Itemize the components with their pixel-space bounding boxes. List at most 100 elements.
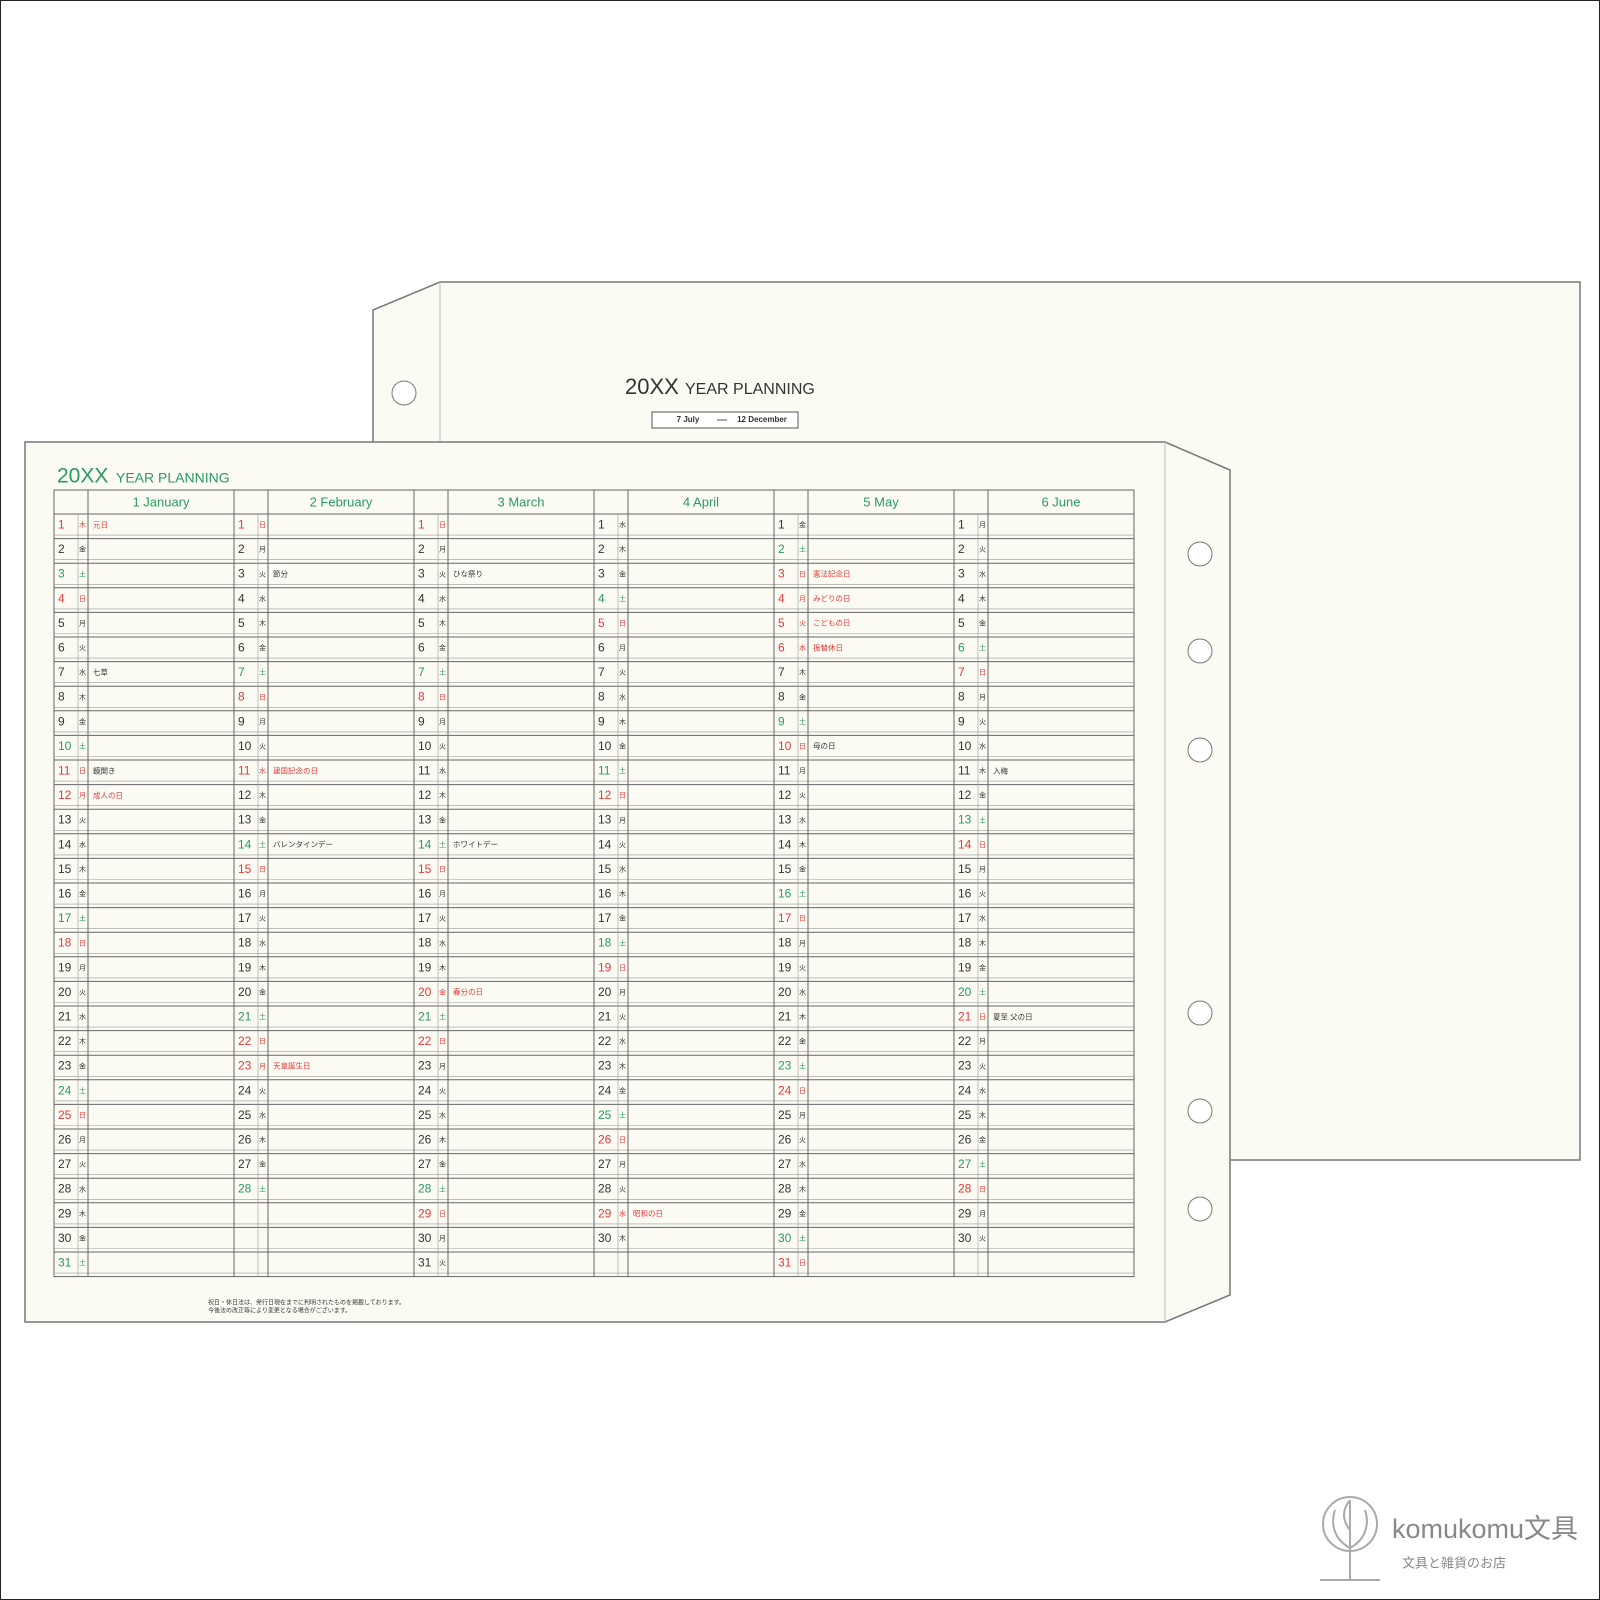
weekday: 月 [619,989,626,997]
day-number: 1 [958,517,965,531]
weekday: 火 [979,1235,986,1243]
weekday: 水 [619,1037,626,1046]
day-number: 27 [418,1157,432,1171]
day-note: 元日 [93,520,108,529]
day-number: 18 [238,936,252,950]
weekday: 日 [619,1136,626,1144]
weekday: 土 [619,1111,626,1120]
day-note: 夏至 父の日 [993,1012,1033,1021]
day-number: 26 [598,1132,612,1146]
weekday: 木 [979,1111,986,1120]
weekday: 水 [439,938,446,947]
weekday: 火 [439,1087,446,1095]
day-note: 憲法記念日 [813,568,851,578]
day-number: 25 [958,1108,972,1122]
day-number: 14 [418,837,432,851]
day-number: 3 [418,567,425,581]
weekday: 木 [979,938,986,947]
day-number: 30 [598,1231,612,1245]
day-number: 29 [598,1206,612,1220]
weekday: 日 [79,767,86,775]
weekday: 土 [979,643,986,652]
weekday: 水 [979,742,986,751]
weekday: 日 [979,1013,986,1021]
weekday: 月 [619,816,626,824]
day-number: 12 [778,788,792,802]
day-number: 1 [418,517,425,531]
weekday: 火 [799,620,806,628]
day-number: 2 [778,542,785,556]
weekday: 日 [79,939,86,947]
day-number: 5 [778,616,785,630]
day-number: 23 [778,1059,792,1073]
weekday: 日 [799,1087,806,1095]
weekday: 木 [979,766,986,775]
day-number: 30 [58,1231,72,1245]
front-title-number: 20XX [57,465,108,488]
day-note: 入梅 [993,765,1008,775]
day-number: 31 [58,1255,72,1269]
weekday: 日 [619,964,626,972]
logo-tagline: 文具と雑貨のお店 [1402,1555,1506,1570]
weekday: 金 [979,963,986,972]
weekday: 土 [79,914,86,923]
day-number: 13 [418,813,432,827]
day-number: 5 [58,616,65,630]
weekday: 火 [979,890,986,898]
day-number: 10 [58,739,72,753]
weekday: 水 [439,766,446,775]
day-note: 七草 [93,667,108,677]
logo-name: komukomu文具 [1392,1514,1578,1544]
weekday: 日 [439,521,446,529]
weekday: 日 [799,915,806,923]
day-number: 21 [58,1009,72,1023]
weekday: 月 [259,1062,266,1070]
weekday: 土 [439,1184,446,1193]
day-number: 3 [778,567,785,581]
day-number: 26 [58,1132,72,1146]
day-number: 28 [598,1182,612,1196]
weekday: 水 [439,1111,446,1120]
day-number: 20 [778,985,792,999]
day-number: 23 [58,1059,72,1073]
hole [1187,638,1213,664]
weekday: 月 [979,521,986,529]
weekday: 金 [259,815,266,824]
day-number: 11 [238,763,251,777]
weekday: 日 [259,866,266,874]
weekday: 金 [979,619,986,628]
day-number: 21 [238,1009,252,1023]
day-number: 3 [598,567,605,581]
day-note: バレンタインデー [273,839,333,849]
day-number: 28 [238,1182,252,1196]
weekday: 水 [79,840,86,849]
day-number: 13 [598,813,612,827]
weekday: 木 [439,791,446,800]
day-number: 17 [598,911,612,925]
day-number: 25 [778,1108,792,1122]
day-number: 3 [58,567,65,581]
day-number: 13 [778,813,792,827]
day-number: 26 [958,1132,972,1146]
weekday: 水 [799,988,806,997]
weekday: 月 [259,718,266,726]
weekday: 日 [439,1210,446,1218]
weekday: 月 [79,964,86,972]
day-number: 21 [958,1009,972,1023]
weekday: 日 [979,669,986,677]
weekday: 水 [619,520,626,529]
weekday: 火 [619,669,626,677]
day-number: 20 [958,985,972,999]
weekday: 金 [619,569,626,578]
day-number: 16 [598,886,612,900]
day-number: 17 [958,911,972,925]
weekday: 日 [79,595,86,603]
day-number: 5 [238,616,245,630]
weekday: 火 [799,964,806,972]
day-number: 10 [958,739,972,753]
weekday: 水 [799,643,806,652]
weekday: 火 [619,841,626,849]
weekday: 土 [799,545,806,554]
day-number: 9 [598,714,605,728]
